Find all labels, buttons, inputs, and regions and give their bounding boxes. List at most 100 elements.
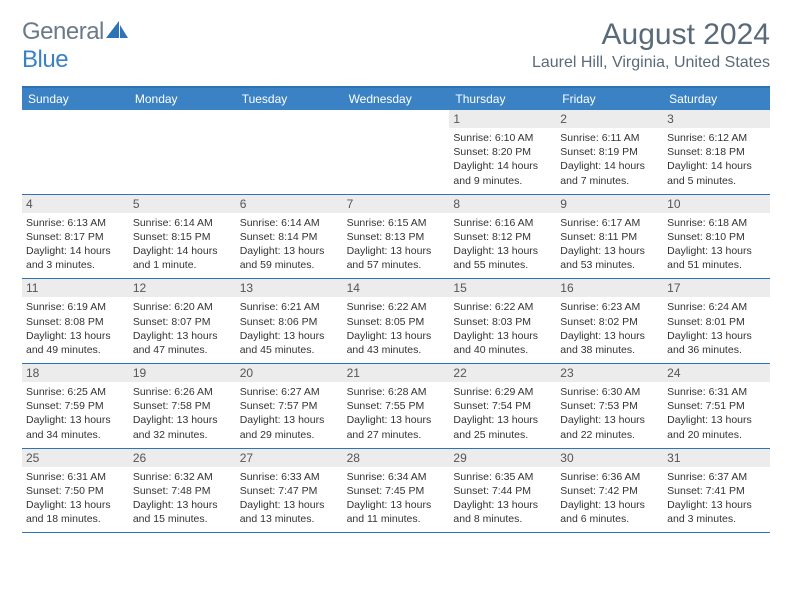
day-number: 15 <box>449 279 556 297</box>
day-number: 16 <box>556 279 663 297</box>
day-cell: 19 Sunrise: 6:26 AM Sunset: 7:58 PM Dayli… <box>129 364 236 448</box>
day-number: 27 <box>236 449 343 467</box>
day-details: Sunrise: 6:21 AM Sunset: 8:06 PM Dayligh… <box>240 300 339 357</box>
day-cell: 12Sunrise: 6:20 AM Sunset: 8:07 PM Dayli… <box>129 279 236 363</box>
day-cell: 14Sunrise: 6:22 AM Sunset: 8:05 PM Dayli… <box>343 279 450 363</box>
day-number: 13 <box>236 279 343 297</box>
day-details: Sunrise: 6:22 AM Sunset: 8:03 PM Dayligh… <box>453 300 552 357</box>
day-details: Sunrise: 6:19 AM Sunset: 8:08 PM Dayligh… <box>26 300 125 357</box>
day-cell: 28 Sunrise: 6:34 AM Sunset: 7:45 PM Dayli… <box>343 449 450 533</box>
day-number: 29 <box>449 449 556 467</box>
weekday-header: Monday <box>129 88 236 110</box>
week-row: 18 Sunrise: 6:25 AM Sunset: 7:59 PM Dayli… <box>22 364 770 449</box>
day-number: 1 <box>449 110 556 128</box>
day-cell: 1 Sunrise: 6:10 AM Sunset: 8:20 PM Daylig… <box>449 110 556 194</box>
day-cell: 26Sunrise: 6:32 AM Sunset: 7:48 PM Dayli… <box>129 449 236 533</box>
header: General Blue August 2024 Laurel Hill, Vi… <box>0 0 792 80</box>
day-number: 28 <box>343 449 450 467</box>
day-details: Sunrise: 6:23 AM Sunset: 8:02 PM Dayligh… <box>560 300 659 357</box>
day-details: Sunrise: 6:24 AM Sunset: 8:01 PM Dayligh… <box>667 300 766 357</box>
day-details: Sunrise: 6:20 AM Sunset: 8:07 PM Dayligh… <box>133 300 232 357</box>
day-cell: 2 Sunrise: 6:11 AM Sunset: 8:19 PM Daylig… <box>556 110 663 194</box>
day-details: Sunrise: 6:18 AM Sunset: 8:10 PM Dayligh… <box>667 216 766 273</box>
title-block: August 2024 Laurel Hill, Virginia, Unite… <box>532 18 770 72</box>
day-details: Sunrise: 6:11 AM Sunset: 8:19 PM Dayligh… <box>560 131 659 188</box>
day-details: Sunrise: 6:17 AM Sunset: 8:11 PM Dayligh… <box>560 216 659 273</box>
day-cell: 21Sunrise: 6:28 AM Sunset: 7:55 PM Dayli… <box>343 364 450 448</box>
day-number: 21 <box>343 364 450 382</box>
day-cell <box>236 110 343 194</box>
day-cell: 6Sunrise: 6:14 AM Sunset: 8:14 PM Daylig… <box>236 195 343 279</box>
day-details: Sunrise: 6:29 AM Sunset: 7:54 PM Dayligh… <box>453 385 552 442</box>
day-number: 25 <box>22 449 129 467</box>
logo-text-general: General <box>22 18 104 45</box>
weekday-header: Thursday <box>449 88 556 110</box>
day-cell: 16 Sunrise: 6:23 AM Sunset: 8:02 PM Dayli… <box>556 279 663 363</box>
day-number: 22 <box>449 364 556 382</box>
day-number: 6 <box>236 195 343 213</box>
weekday-header-row: Sunday Monday Tuesday Wednesday Thursday… <box>22 88 770 110</box>
day-details: Sunrise: 6:22 AM Sunset: 8:05 PM Dayligh… <box>347 300 446 357</box>
day-cell: 15 Sunrise: 6:22 AM Sunset: 8:03 PM Dayli… <box>449 279 556 363</box>
day-cell: 27 Sunrise: 6:33 AM Sunset: 7:47 PM Dayli… <box>236 449 343 533</box>
week-row: 1 Sunrise: 6:10 AM Sunset: 8:20 PM Daylig… <box>22 110 770 195</box>
day-cell: 24Sunrise: 6:31 AM Sunset: 7:51 PM Dayli… <box>663 364 770 448</box>
day-details: Sunrise: 6:31 AM Sunset: 7:50 PM Dayligh… <box>26 470 125 527</box>
day-cell <box>22 110 129 194</box>
day-details: Sunrise: 6:15 AM Sunset: 8:13 PM Dayligh… <box>347 216 446 273</box>
day-number: 11 <box>22 279 129 297</box>
day-cell: 11 Sunrise: 6:19 AM Sunset: 8:08 PM Dayli… <box>22 279 129 363</box>
day-details: Sunrise: 6:10 AM Sunset: 8:20 PM Dayligh… <box>453 131 552 188</box>
day-number: 3 <box>663 110 770 128</box>
day-details: Sunrise: 6:33 AM Sunset: 7:47 PM Dayligh… <box>240 470 339 527</box>
day-cell: 8Sunrise: 6:16 AM Sunset: 8:12 PM Daylig… <box>449 195 556 279</box>
calendar-body: 1 Sunrise: 6:10 AM Sunset: 8:20 PM Daylig… <box>22 110 770 533</box>
day-details: Sunrise: 6:34 AM Sunset: 7:45 PM Dayligh… <box>347 470 446 527</box>
day-number-empty <box>22 110 129 128</box>
week-row: 25 Sunrise: 6:31 AM Sunset: 7:50 PM Dayli… <box>22 449 770 534</box>
day-cell: 4 Sunrise: 6:13 AM Sunset: 8:17 PM Daylig… <box>22 195 129 279</box>
day-details: Sunrise: 6:26 AM Sunset: 7:58 PM Dayligh… <box>133 385 232 442</box>
day-number: 30 <box>556 449 663 467</box>
day-cell: 5 Sunrise: 6:14 AM Sunset: 8:15 PM Daylig… <box>129 195 236 279</box>
day-details: Sunrise: 6:25 AM Sunset: 7:59 PM Dayligh… <box>26 385 125 442</box>
day-cell: 9 Sunrise: 6:17 AM Sunset: 8:11 PM Daylig… <box>556 195 663 279</box>
day-cell: 29 Sunrise: 6:35 AM Sunset: 7:44 PM Dayli… <box>449 449 556 533</box>
day-number: 7 <box>343 195 450 213</box>
day-cell: 13 Sunrise: 6:21 AM Sunset: 8:06 PM Dayli… <box>236 279 343 363</box>
day-details: Sunrise: 6:27 AM Sunset: 7:57 PM Dayligh… <box>240 385 339 442</box>
day-number: 9 <box>556 195 663 213</box>
logo-text-blue: Blue <box>22 46 68 73</box>
day-cell: 22 Sunrise: 6:29 AM Sunset: 7:54 PM Dayli… <box>449 364 556 448</box>
day-number: 23 <box>556 364 663 382</box>
day-number: 31 <box>663 449 770 467</box>
day-details: Sunrise: 6:36 AM Sunset: 7:42 PM Dayligh… <box>560 470 659 527</box>
weekday-header: Wednesday <box>343 88 450 110</box>
day-number: 5 <box>129 195 236 213</box>
day-cell: 7 Sunrise: 6:15 AM Sunset: 8:13 PM Daylig… <box>343 195 450 279</box>
day-cell: 3Sunrise: 6:12 AM Sunset: 8:18 PM Daylig… <box>663 110 770 194</box>
location: Laurel Hill, Virginia, United States <box>532 54 770 72</box>
sail-icon <box>106 21 128 44</box>
day-number: 2 <box>556 110 663 128</box>
day-details: Sunrise: 6:16 AM Sunset: 8:12 PM Dayligh… <box>453 216 552 273</box>
day-details: Sunrise: 6:14 AM Sunset: 8:15 PM Dayligh… <box>133 216 232 273</box>
day-number-empty <box>236 110 343 128</box>
day-cell: 31Sunrise: 6:37 AM Sunset: 7:41 PM Dayli… <box>663 449 770 533</box>
day-details: Sunrise: 6:13 AM Sunset: 8:17 PM Dayligh… <box>26 216 125 273</box>
day-number: 17 <box>663 279 770 297</box>
day-cell: 25 Sunrise: 6:31 AM Sunset: 7:50 PM Dayli… <box>22 449 129 533</box>
day-cell: 10Sunrise: 6:18 AM Sunset: 8:10 PM Dayli… <box>663 195 770 279</box>
logo: General Blue <box>22 18 128 74</box>
day-number: 4 <box>22 195 129 213</box>
day-details: Sunrise: 6:35 AM Sunset: 7:44 PM Dayligh… <box>453 470 552 527</box>
day-number-empty <box>343 110 450 128</box>
calendar: Sunday Monday Tuesday Wednesday Thursday… <box>22 86 770 533</box>
day-number-empty <box>129 110 236 128</box>
day-number: 18 <box>22 364 129 382</box>
day-cell: 20Sunrise: 6:27 AM Sunset: 7:57 PM Dayli… <box>236 364 343 448</box>
day-number: 19 <box>129 364 236 382</box>
day-cell <box>129 110 236 194</box>
day-number: 24 <box>663 364 770 382</box>
day-details: Sunrise: 6:30 AM Sunset: 7:53 PM Dayligh… <box>560 385 659 442</box>
